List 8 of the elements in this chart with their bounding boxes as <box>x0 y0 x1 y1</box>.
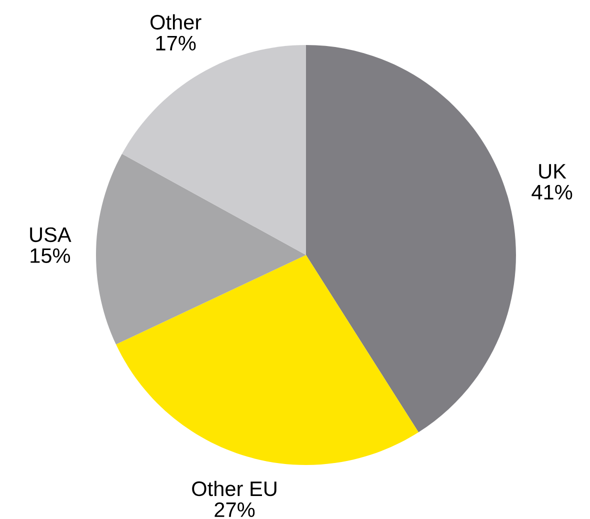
slice-label: UK <box>539 164 566 179</box>
slice-label: USA <box>30 227 72 242</box>
data-label: 27% <box>214 502 255 518</box>
slice-label: Other EU <box>192 480 276 496</box>
data-label: 15% <box>30 248 70 264</box>
data-label: 17% <box>156 36 196 50</box>
slice-label: Other <box>150 14 202 30</box>
data-label: 41% <box>532 184 572 200</box>
